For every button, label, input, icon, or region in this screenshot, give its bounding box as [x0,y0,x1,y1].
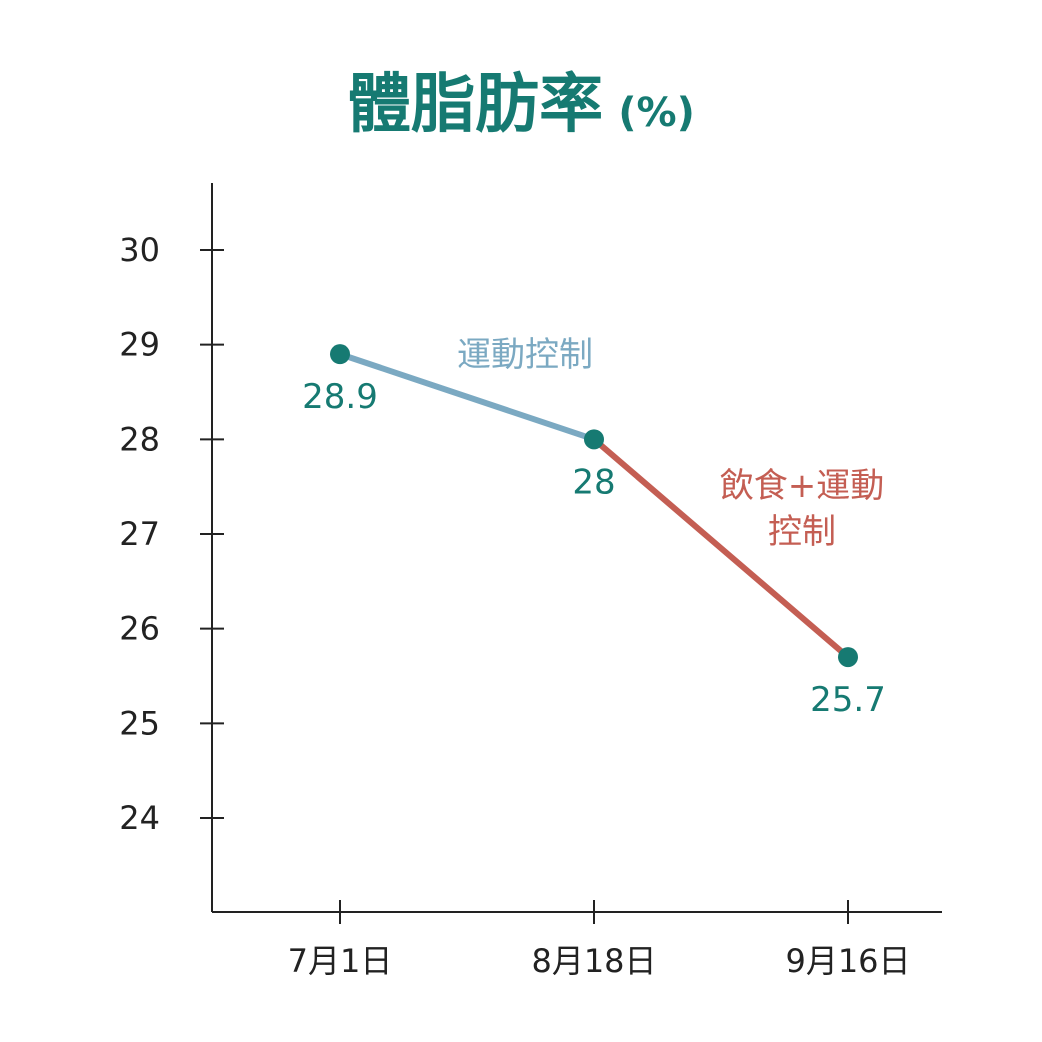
data-points [330,344,858,668]
line-segment [337,351,597,443]
axes: 24 25 26 27 28 29 30 7月1日 8月18日 9月16日 [119,183,942,980]
y-tick-label: 29 [119,326,160,364]
data-label: 28.9 [302,377,378,417]
x-tick-label: 7月1日 [288,942,393,980]
segment-label: 控制 [768,512,836,552]
x-tick-label: 9月16日 [785,942,910,980]
chart-title: 體脂肪率 (%) [347,68,695,142]
line-segments [337,351,851,661]
segment-label: 運動控制 [457,335,593,375]
segment-label: 飲食+運動 [720,466,885,506]
y-tick-label: 27 [119,515,160,553]
data-label: 28 [572,462,615,502]
data-label: 25.7 [810,680,886,720]
data-point [584,429,604,450]
y-tick-label: 25 [119,704,160,742]
y-tick-label: 26 [119,610,160,648]
chart-title-main: 體脂肪率 [347,68,603,142]
data-point [838,647,858,668]
x-tick-label: 8月18日 [531,942,656,980]
line-segment [591,436,851,661]
chart-title-unit: (%) [618,90,695,136]
data-point [330,344,350,365]
y-tick-label: 24 [119,799,160,837]
y-tick-label: 28 [119,420,160,458]
y-tick-label: 30 [119,231,160,269]
